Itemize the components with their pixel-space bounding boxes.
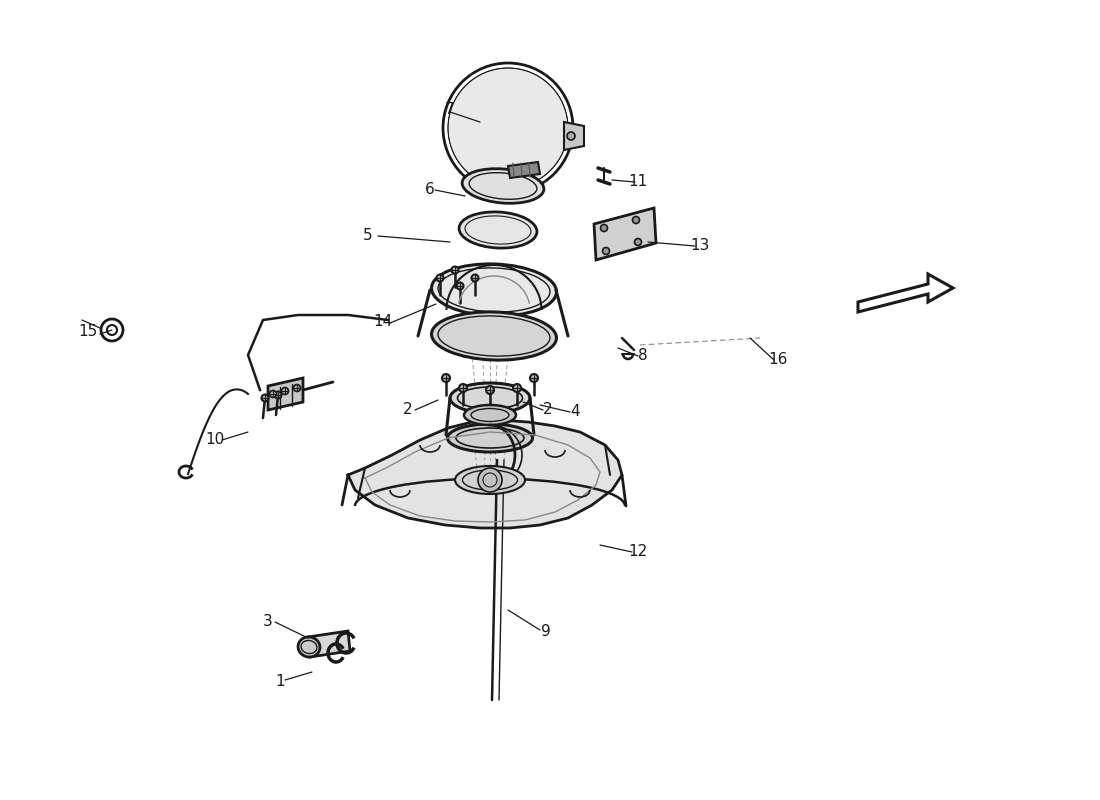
- Text: 14: 14: [373, 314, 393, 330]
- Circle shape: [451, 266, 459, 274]
- Text: 6: 6: [425, 182, 435, 198]
- Polygon shape: [308, 631, 350, 657]
- Ellipse shape: [459, 212, 537, 248]
- Text: 2: 2: [543, 402, 553, 418]
- Ellipse shape: [464, 405, 516, 425]
- Text: 2: 2: [404, 402, 412, 418]
- Circle shape: [437, 274, 443, 282]
- Circle shape: [566, 132, 575, 140]
- Text: 15: 15: [78, 325, 98, 339]
- Ellipse shape: [431, 312, 557, 360]
- Circle shape: [486, 386, 494, 394]
- Text: 9: 9: [541, 625, 551, 639]
- Text: 11: 11: [628, 174, 648, 190]
- Text: 5: 5: [363, 227, 373, 242]
- Text: 1: 1: [275, 674, 285, 690]
- Circle shape: [632, 217, 639, 223]
- Polygon shape: [268, 378, 302, 410]
- Ellipse shape: [298, 637, 320, 657]
- Text: 16: 16: [768, 353, 788, 367]
- Circle shape: [635, 238, 641, 246]
- Text: 4: 4: [570, 405, 580, 419]
- Circle shape: [262, 394, 268, 402]
- Ellipse shape: [448, 424, 532, 452]
- Circle shape: [294, 385, 300, 391]
- Polygon shape: [594, 208, 656, 260]
- Circle shape: [601, 225, 607, 231]
- Text: 8: 8: [638, 347, 648, 362]
- Circle shape: [603, 247, 609, 254]
- Circle shape: [275, 391, 282, 398]
- Text: 13: 13: [691, 238, 710, 253]
- Text: 10: 10: [206, 433, 224, 447]
- Circle shape: [478, 468, 502, 492]
- Circle shape: [459, 384, 468, 392]
- Circle shape: [442, 374, 450, 382]
- Polygon shape: [508, 162, 540, 178]
- Ellipse shape: [462, 169, 543, 203]
- Circle shape: [530, 374, 538, 382]
- Circle shape: [282, 387, 288, 394]
- Circle shape: [456, 282, 463, 290]
- Polygon shape: [858, 274, 953, 312]
- Circle shape: [513, 384, 521, 392]
- Text: 7: 7: [446, 102, 454, 118]
- Text: 3: 3: [263, 614, 273, 630]
- Circle shape: [472, 274, 478, 282]
- Ellipse shape: [450, 383, 530, 413]
- Circle shape: [448, 68, 568, 188]
- Text: 12: 12: [628, 545, 648, 559]
- Circle shape: [270, 390, 276, 398]
- Ellipse shape: [455, 466, 525, 494]
- Polygon shape: [348, 420, 622, 528]
- Polygon shape: [564, 122, 584, 150]
- Ellipse shape: [431, 264, 557, 316]
